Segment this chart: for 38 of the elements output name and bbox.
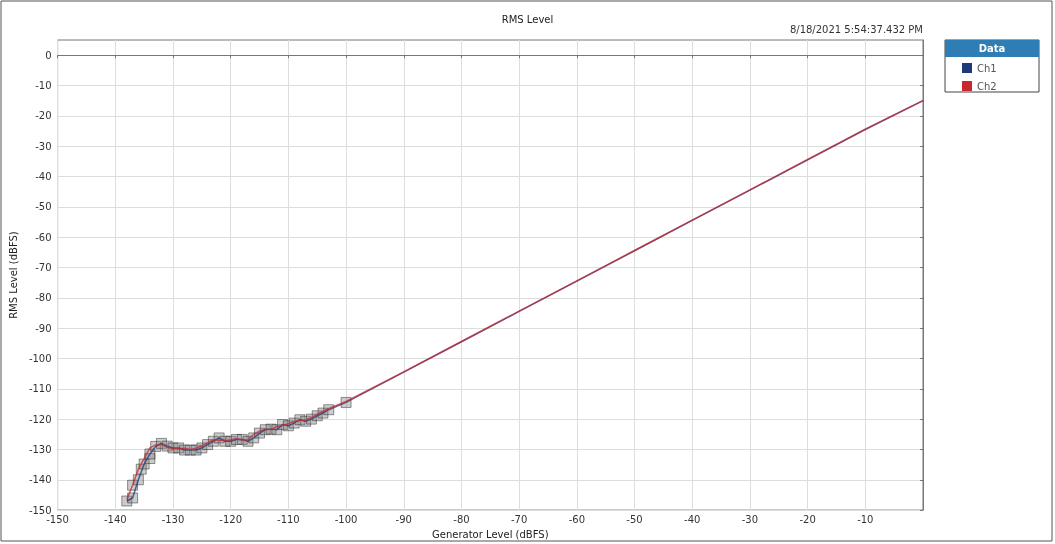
- x-tick-label: -150: [46, 513, 69, 525]
- x-tick-label: -110: [277, 513, 300, 525]
- y-tick-label: -120: [28, 413, 52, 425]
- text: 8/18/2021 5:54:37.432 PM: [789, 23, 923, 35]
- x-tick-label: -70: [510, 513, 528, 525]
- x-tick-label: -60: [568, 513, 586, 525]
- x-tick-label: -100: [334, 513, 358, 525]
- y-tick-label: -140: [28, 474, 52, 486]
- x-tick-label: -20: [799, 513, 816, 525]
- x-tick-label: -40: [684, 513, 701, 525]
- y-tick-label: -80: [35, 292, 52, 304]
- x-tick-label: -90: [395, 513, 412, 525]
- x-tick-label: -50: [626, 513, 643, 525]
- y-tick-label: -150: [28, 504, 52, 516]
- y-tick-label: -40: [35, 170, 52, 182]
- y-tick-label: -20: [35, 110, 52, 122]
- y-tick-label: -10: [35, 79, 52, 91]
- y-tick-label: -70: [35, 261, 52, 273]
- y-tick-label: -60: [35, 231, 52, 243]
- chart-title: RMS Level: [501, 13, 554, 25]
- legend-label: Ch2: [977, 80, 997, 92]
- legend-label: Ch1: [977, 62, 997, 74]
- x-tick-label: -10: [857, 513, 874, 525]
- x-tick-label: -80: [453, 513, 470, 525]
- legend-title: Data: [978, 43, 1006, 54]
- x-axis-title: Generator Level (dBFS): [432, 528, 549, 540]
- y-tick-label: -130: [28, 443, 52, 455]
- y-tick-label: 0: [45, 49, 52, 61]
- y-tick-label: -50: [35, 201, 52, 213]
- y-tick-label: -30: [35, 140, 52, 152]
- y-axis-title: RMS Level (dBFS): [7, 231, 19, 319]
- y-tick-label: -100: [28, 352, 52, 364]
- y-tick-label: -90: [35, 322, 52, 334]
- x-tick-label: -120: [219, 513, 243, 525]
- x-tick-label: -30: [741, 513, 759, 525]
- x-tick-label: -140: [103, 513, 127, 525]
- x-tick-label: -130: [161, 513, 185, 525]
- y-tick-label: -110: [28, 383, 52, 395]
